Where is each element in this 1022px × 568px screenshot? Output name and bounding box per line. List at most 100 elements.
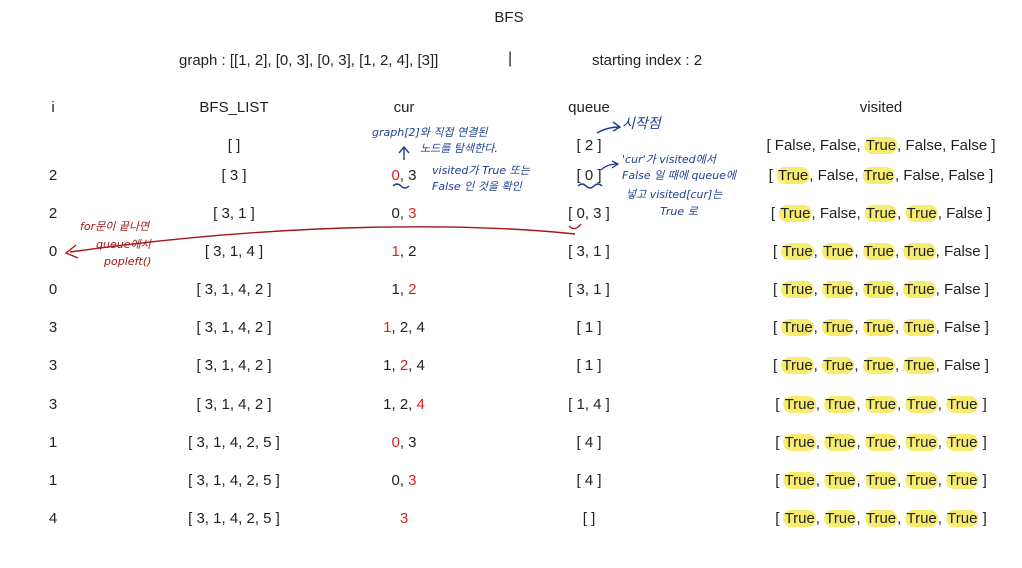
queue-note-4: True 로 [660,205,698,218]
visited-flag: True [946,510,979,527]
row-bfs-list: [ 3, 1, 4, 2, 5 ] [188,472,280,489]
visited-flag: False [943,319,981,336]
row-queue: [ 0, 3 ] [568,205,610,222]
visited-flag: False [948,167,986,184]
cur-value: 3 [408,205,417,222]
visited-flag: False [943,357,981,374]
header-bfs-list: BFS_LIST [199,99,269,116]
row-bfs-list: [ 3, 1, 4, 2 ] [196,319,272,336]
row-cur: 0, 3 [391,205,417,222]
loop-note-3: popleft() [104,255,152,268]
cur-value: 3 [399,510,409,527]
up-arrow-icon [398,145,410,160]
cur-value: 1 [383,319,392,336]
row-index: 0 [48,281,58,298]
row-visited: [ True, True, True, True, True ] [775,472,987,489]
cur-note-3: visited가 True 또는 [432,164,530,177]
visited-flag: True [946,472,979,489]
cur-note-2: 노드를 탐색한다. [420,142,498,155]
visited-flag: True [862,243,895,260]
visited-flag: True [903,281,936,298]
visited-flag: True [864,472,898,489]
visited-flag: True [824,510,857,527]
graph-definition: graph : [[1, 2], [0, 3], [0, 3], [1, 2, … [179,52,439,69]
row-bfs-list: [ 3, 1, 4, 2 ] [196,357,272,374]
row-cur: 0, 3 [391,167,417,184]
row-cur: 1, 2, 4 [383,357,425,374]
row-queue: [ 2 ] [576,137,602,154]
visited-flag: False [905,137,943,154]
row-cur: 1, 2, 4 [383,319,425,336]
row-bfs-list: [ ] [227,137,241,154]
visited-flag: True [905,472,938,489]
header-visited: visited [859,99,903,116]
visited-flag: True [781,319,814,336]
header-cur: cur [393,99,415,116]
visited-flag: True [783,396,816,413]
queue-note-3: 넣고 visited[cur]는 [626,188,723,201]
cur-value: 3 [408,167,417,184]
right-arrow-icon [596,121,622,134]
visited-flag: True [864,205,898,222]
row-queue: [ 3, 1 ] [568,243,610,260]
row-queue: [ ] [582,510,596,527]
visited-flag: True [781,281,814,298]
cur-value: 1 [383,357,392,374]
row-bfs-list: [ 3, 1, 4, 2 ] [196,281,272,298]
visited-flag: True [903,243,936,260]
row-index: 3 [48,357,58,374]
visited-flag: False [817,167,855,184]
cur-value: 2 [408,281,417,298]
cur-value: 0 [391,205,400,222]
visited-flag: True [824,472,857,489]
visited-flag: True [862,319,895,336]
visited-flag: True [824,434,857,451]
visited-flag: False [950,137,988,154]
visited-flag: True [862,357,895,374]
row-visited: [ True, True, True, True, False ] [773,243,989,260]
cur-note-1: graph[2]와 직접 연결된 [372,126,488,139]
row-queue: [ 0 ] [576,167,602,184]
row-bfs-list: [ 3, 1, 4, 2, 5 ] [188,434,280,451]
row-index: 3 [48,319,58,336]
visited-flag: False [903,167,940,184]
row-visited: [ False, False, True, False, False ] [766,137,996,154]
page-title: BFS [494,9,524,26]
cur-value: 3 [408,472,417,489]
loop-note-2: queue에서 [96,238,151,251]
row-queue: [ 1 ] [576,319,602,336]
header-i: i [51,99,55,116]
visited-flag: True [776,167,810,184]
visited-flag: True [946,434,979,451]
row-queue: [ 3, 1 ] [568,281,610,298]
cur-value: 2 [399,357,409,374]
row-bfs-list: [ 3, 1, 4, 2 ] [196,396,272,413]
row-cur: 3 [400,510,408,527]
cur-note-4: False 인 것을 확인 [432,180,522,193]
queue-note-2: False 일 때에 queue에 [622,169,737,182]
visited-flag: False [943,243,981,260]
row-bfs-list: [ 3, 1, 4, 2, 5 ] [188,510,280,527]
cur-value: 0 [391,434,400,451]
visited-flag: True [822,319,855,336]
visited-flag: True [824,396,857,413]
visited-flag: True [781,243,814,260]
visited-flag: False [943,281,981,298]
visited-flag: True [905,510,938,527]
row-visited: [ True, True, True, True, False ] [773,357,989,374]
visited-flag: True [862,167,895,184]
visited-flag: True [903,357,936,374]
row-cur: 1, 2 [391,243,417,260]
queue-start-note: 시작점 [622,116,661,132]
visited-flag: True [779,205,812,222]
cur-value: 4 [416,396,425,413]
queue-note-1: 'cur'가 visited에서 [622,153,716,166]
row-cur: 0, 3 [391,472,417,489]
queue-note-arrow-icon [600,160,620,171]
visited-flag: True [903,319,936,336]
row-bfs-list: [ 3, 1 ] [213,205,255,222]
row-index: 4 [48,510,58,527]
row-visited: [ True, True, True, True, False ] [773,281,989,298]
row-index: 2 [48,167,58,184]
row-visited: [ True, True, True, True, True ] [775,434,987,451]
